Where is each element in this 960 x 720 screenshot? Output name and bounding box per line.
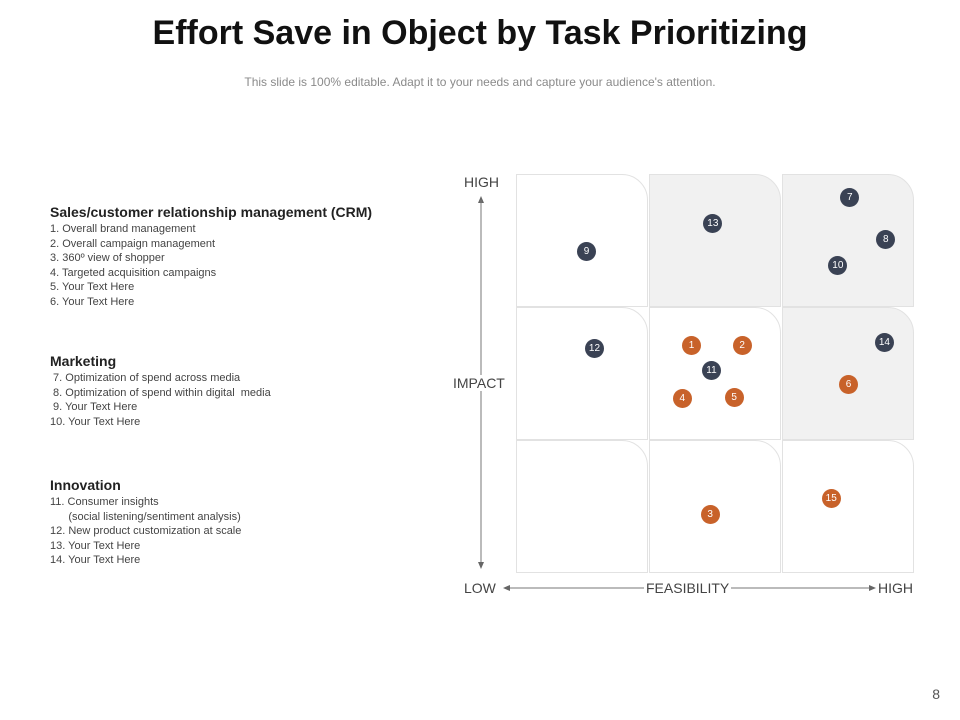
group-title: Innovation (50, 477, 121, 493)
list-item: 6. Your Text Here (50, 295, 135, 308)
list-item: 1. Overall brand management (50, 223, 196, 235)
list-item: 8. Optimization of spend within digital … (50, 386, 271, 399)
x-axis-low-label: LOW (464, 580, 499, 596)
matrix-cell (649, 174, 781, 307)
list-item: 12. New product customization at scale (50, 525, 242, 537)
matrix-cell (516, 307, 648, 440)
list-item: (social listening/sentiment analysis) (50, 510, 241, 523)
list-item: 4. Targeted acquisition campaigns (50, 266, 217, 279)
y-axis-high-label: HIGH (464, 174, 499, 190)
x-axis-high-label: HIGH (878, 580, 913, 596)
point-marker-14: 14 (874, 333, 894, 353)
group-title: Marketing (50, 353, 117, 369)
list-item: 10. Your Text Here (50, 415, 141, 428)
point-marker-11: 11 (702, 361, 721, 381)
list-item: 9. Your Text Here (50, 401, 138, 413)
list-item: 7. Optimization of spend across media (50, 372, 241, 384)
point-marker-10: 10 (828, 256, 848, 276)
point-marker-6: 6 (839, 374, 858, 394)
point-marker-4: 4 (672, 389, 692, 409)
x-axis-title: FEASIBILITY (644, 580, 732, 596)
point-marker-5: 5 (724, 387, 744, 407)
point-marker-3: 3 (700, 504, 720, 524)
matrix-cell (516, 440, 648, 573)
matrix-cell (782, 307, 914, 440)
list-item: 2. Overall campaign management (50, 237, 216, 250)
point-marker-13: 13 (703, 213, 723, 233)
point-marker-12: 12 (584, 338, 604, 358)
point-marker-2: 2 (732, 336, 752, 356)
list-item: 3. 360º view of shopper (50, 252, 165, 264)
group-innovation: Innovation 11. Consumer insights (social… (50, 477, 450, 568)
matrix-cell (782, 440, 914, 573)
group-title: Sales/customer relationship management (… (50, 204, 373, 220)
list-item: 5. Your Text Here (50, 281, 135, 293)
group-crm: Sales/customer relationship management (… (50, 204, 450, 309)
page-subtitle: This slide is 100% editable. Adapt it to… (244, 75, 716, 89)
list-item: 14. Your Text Here (50, 554, 141, 566)
point-marker-15: 15 (821, 489, 841, 509)
list-item: 11. Consumer insights (50, 496, 159, 508)
y-axis-title: IMPACT (453, 375, 505, 391)
group-marketing: Marketing 7. Optimization of spend acros… (50, 353, 450, 429)
point-marker-7: 7 (840, 188, 860, 208)
point-marker-9: 9 (576, 241, 596, 261)
list-item: 13. Your Text Here (50, 539, 141, 552)
point-marker-8: 8 (876, 229, 896, 249)
page-title: Effort Save in Object by Task Prioritizi… (152, 14, 808, 52)
matrix-cell (516, 174, 648, 307)
point-marker-1: 1 (682, 336, 702, 356)
page-number: 8 (932, 686, 940, 702)
